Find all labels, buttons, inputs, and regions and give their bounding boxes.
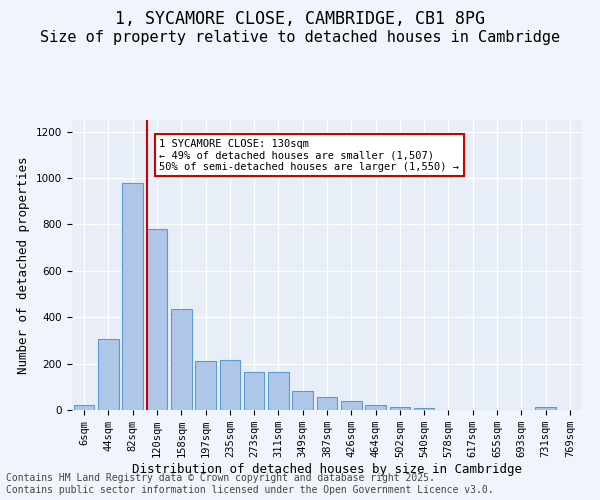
Bar bbox=[292, 392, 313, 410]
Text: 1 SYCAMORE CLOSE: 130sqm
← 49% of detached houses are smaller (1,507)
50% of sem: 1 SYCAMORE CLOSE: 130sqm ← 49% of detach… bbox=[160, 138, 460, 172]
Bar bbox=[244, 372, 265, 410]
Text: 1, SYCAMORE CLOSE, CAMBRIDGE, CB1 8PG: 1, SYCAMORE CLOSE, CAMBRIDGE, CB1 8PG bbox=[115, 10, 485, 28]
Bar bbox=[535, 407, 556, 410]
Text: Size of property relative to detached houses in Cambridge: Size of property relative to detached ho… bbox=[40, 30, 560, 45]
Bar bbox=[74, 405, 94, 410]
Y-axis label: Number of detached properties: Number of detached properties bbox=[17, 156, 31, 374]
Bar bbox=[98, 338, 119, 410]
Bar bbox=[122, 182, 143, 410]
Bar bbox=[195, 362, 216, 410]
Text: Contains HM Land Registry data © Crown copyright and database right 2025.
Contai: Contains HM Land Registry data © Crown c… bbox=[6, 474, 494, 495]
Bar bbox=[317, 397, 337, 410]
Bar bbox=[341, 401, 362, 410]
Bar bbox=[365, 406, 386, 410]
Bar bbox=[171, 309, 191, 410]
X-axis label: Distribution of detached houses by size in Cambridge: Distribution of detached houses by size … bbox=[132, 463, 522, 476]
Bar bbox=[268, 372, 289, 410]
Bar bbox=[389, 406, 410, 410]
Bar bbox=[414, 408, 434, 410]
Bar bbox=[146, 229, 167, 410]
Bar bbox=[220, 360, 240, 410]
